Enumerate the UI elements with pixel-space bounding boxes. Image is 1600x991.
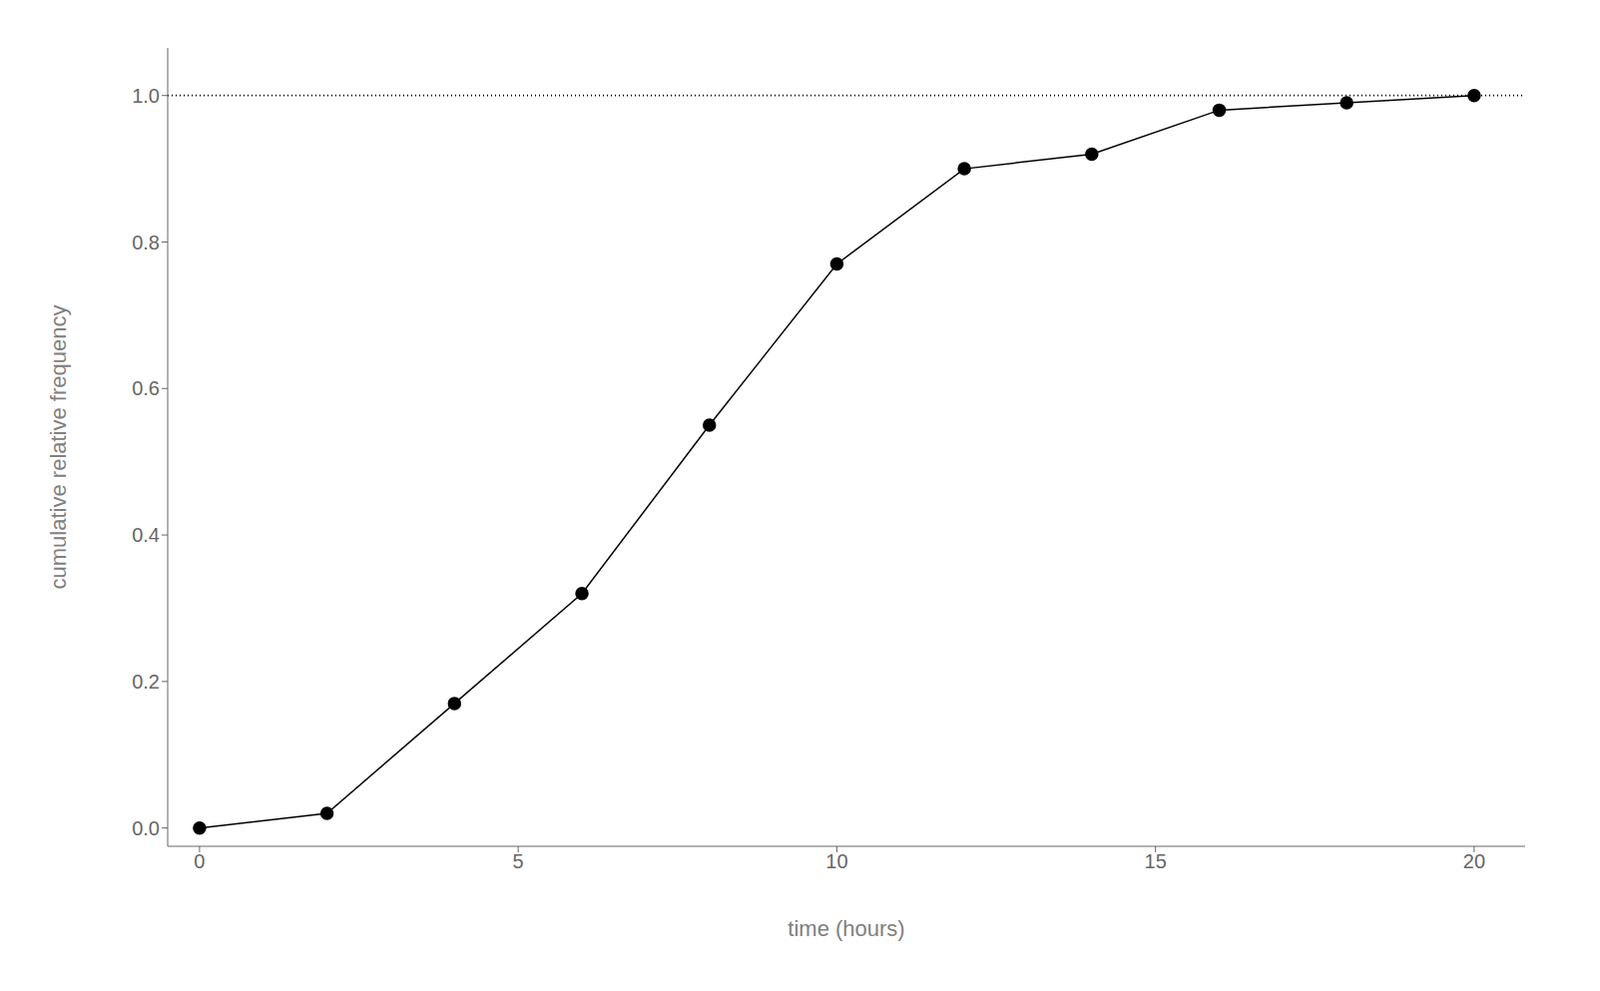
svg-text:10: 10 (825, 850, 848, 873)
svg-text:time (hours): time (hours) (787, 916, 905, 942)
svg-text:0.2: 0.2 (131, 670, 160, 693)
svg-text:1.0: 1.0 (131, 84, 160, 107)
svg-text:20: 20 (1463, 850, 1486, 873)
svg-text:0.4: 0.4 (131, 524, 160, 546)
svg-text:5: 5 (513, 850, 525, 873)
svg-text:0.8: 0.8 (131, 231, 160, 254)
svg-text:cumulative relative frequency: cumulative relative frequency (45, 305, 71, 590)
svg-text:0: 0 (193, 850, 205, 873)
svg-text:0.0: 0.0 (131, 817, 160, 840)
svg-text:0.6: 0.6 (131, 377, 160, 400)
svg-text:15: 15 (1144, 850, 1167, 873)
